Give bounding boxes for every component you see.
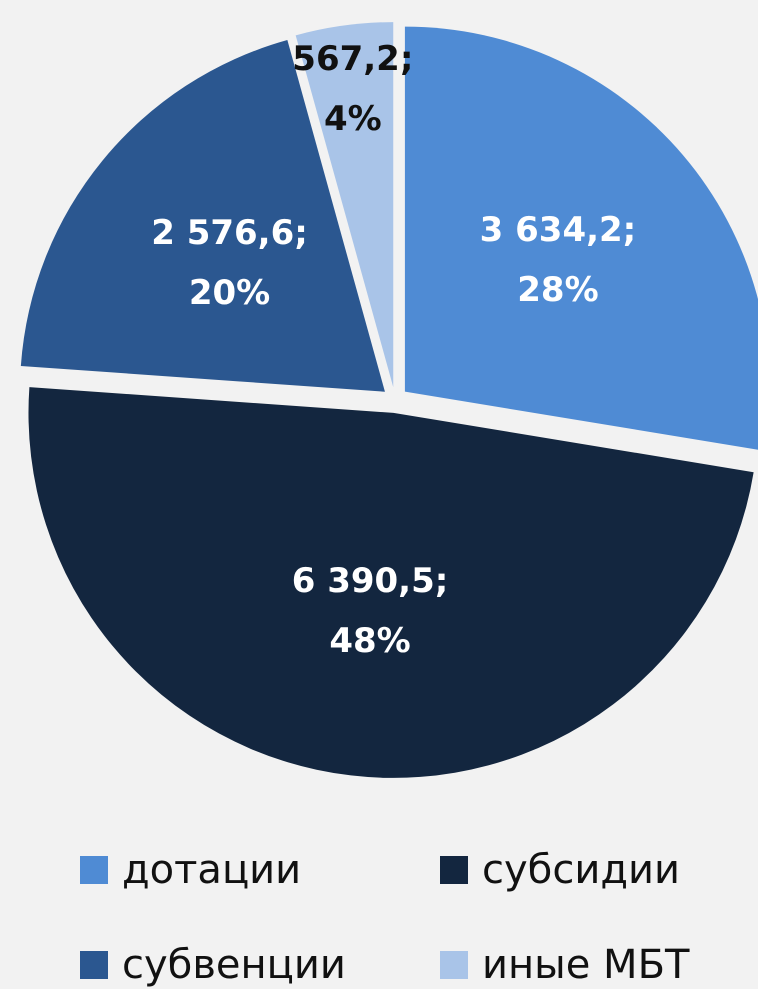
- legend-swatch: [80, 951, 108, 979]
- legend-swatch: [440, 951, 468, 979]
- percent-label: 4%: [324, 99, 382, 139]
- pie-slice: [295, 22, 394, 388]
- legend-swatch: [440, 856, 468, 884]
- pie-slice: [20, 40, 385, 392]
- legend-swatch: [80, 856, 108, 884]
- percent-label: 20%: [189, 273, 270, 313]
- percent-label: 28%: [517, 270, 598, 310]
- legend-label: субсидии: [482, 847, 680, 893]
- pie-slice: [404, 26, 758, 450]
- data-label: 6 390,5;: [292, 561, 449, 601]
- legend-label: иные МБТ: [482, 942, 690, 988]
- data-label: 2 576,6;: [151, 213, 308, 253]
- data-label: 3 634,2;: [480, 210, 637, 250]
- legend-label: дотации: [122, 847, 301, 893]
- data-label: 567,2;: [292, 39, 413, 79]
- legend-label: субвенции: [122, 942, 346, 988]
- percent-label: 48%: [329, 621, 410, 661]
- pie-slice: [28, 387, 754, 778]
